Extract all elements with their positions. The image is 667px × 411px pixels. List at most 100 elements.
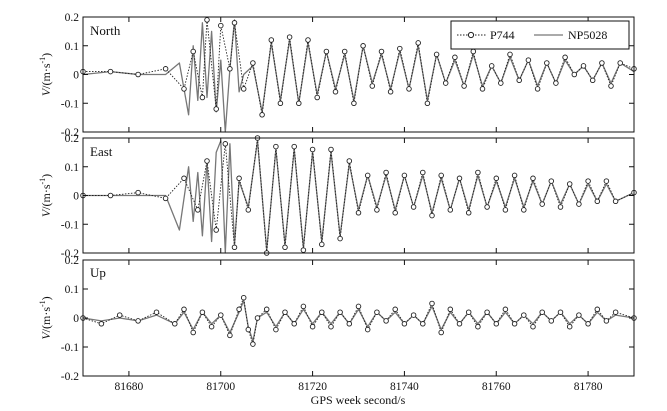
point-p744-east <box>204 158 210 164</box>
point-p744-east <box>337 235 343 242</box>
panel-east-ylabel-unit: /(m·s <box>39 184 53 210</box>
series-np5028-north-line <box>82 19 635 133</box>
y-tick-label-east: -0.2 <box>61 248 79 260</box>
svg-text:V/(m·s-1): V/(m·s-1) <box>38 296 53 339</box>
point-p744-east <box>291 143 297 150</box>
point-p744-up <box>530 323 536 330</box>
point-p744-north <box>571 71 578 78</box>
point-p744-north <box>479 86 486 92</box>
x-tick-label: 81740 <box>390 381 419 393</box>
y-tick-label-up: -0.1 <box>61 342 79 354</box>
point-p744-east <box>383 169 389 176</box>
point-p744-north <box>213 106 219 112</box>
panel-east-series <box>80 135 637 256</box>
point-p744-up <box>438 329 444 336</box>
point-p744-north <box>498 80 504 86</box>
y-tick-label-up: -0.2 <box>61 371 79 383</box>
panel-north-ylabel-symbol: V <box>39 87 53 96</box>
x-tick-label: 81700 <box>206 381 235 393</box>
point-p744-up <box>291 321 297 327</box>
point-p744-east <box>231 244 238 251</box>
panel-east-label: East <box>90 144 113 159</box>
point-p744-up <box>208 323 215 330</box>
point-p744-east <box>539 201 545 207</box>
point-p744-east <box>374 207 380 213</box>
point-p744-east <box>328 146 334 153</box>
point-p744-north <box>433 51 440 58</box>
point-p744-up <box>429 300 435 307</box>
point-p744-east <box>107 192 114 199</box>
point-p744-east <box>484 204 490 210</box>
point-p744-east <box>300 247 307 253</box>
point-p744-north <box>553 80 559 86</box>
panel-up-ylabel: V/(m·s-1) <box>38 296 53 339</box>
point-p744-up <box>539 309 545 315</box>
point-p744-east <box>511 172 518 179</box>
panel-north-series <box>80 17 637 133</box>
point-p744-up <box>328 323 334 330</box>
y-tick-label-north: 0 <box>73 70 79 82</box>
panel-north-ylabel: V/(m·s-1) <box>38 53 53 96</box>
legend: P744 NP5028 <box>450 20 630 50</box>
point-p744-east <box>612 198 619 205</box>
y-tick-label-east: 0.1 <box>65 162 80 174</box>
point-p744-north <box>296 100 302 107</box>
point-p744-north <box>415 40 421 46</box>
point-p744-east <box>603 178 610 184</box>
point-p744-north <box>424 100 431 107</box>
panel-north-label: North <box>90 23 121 38</box>
point-p744-east <box>355 210 362 216</box>
point-p744-north <box>314 94 320 101</box>
point-p744-up <box>250 341 256 347</box>
point-p744-up <box>240 294 247 301</box>
panel-up-ylabel-close: ) <box>39 296 53 300</box>
y-tick-label-north: -0.1 <box>61 98 79 110</box>
y-tick-label-north: 0.2 <box>65 12 80 24</box>
point-p744-up <box>576 312 582 318</box>
legend-p744-label: P744 <box>490 28 515 42</box>
series-np5028-east-line <box>83 140 635 254</box>
point-p744-north <box>589 77 596 84</box>
panel-up-ylabel-exponent: -1 <box>38 300 47 307</box>
point-p744-east <box>465 210 472 216</box>
point-p744-east <box>319 241 325 248</box>
y-tick-label-up: 0.1 <box>65 284 80 296</box>
panel-east-ylabel-exponent: -1 <box>38 178 47 185</box>
point-p744-up <box>227 332 233 339</box>
point-p744-up <box>548 318 555 324</box>
point-p744-north <box>227 66 233 72</box>
legend-entry-p744: P744 <box>457 28 515 42</box>
point-p744-north <box>442 80 449 86</box>
point-p744-north <box>162 66 169 72</box>
point-p744-up <box>300 303 307 310</box>
point-p744-east <box>576 201 582 207</box>
point-p744-north <box>341 48 348 55</box>
point-p744-east <box>521 207 527 213</box>
point-p744-north <box>332 89 339 95</box>
point-p744-up <box>594 306 601 313</box>
point-p744-north <box>286 34 293 40</box>
y-tick-label-up: 0.2 <box>65 255 80 267</box>
point-p744-north <box>562 54 568 61</box>
point-p744-up <box>245 326 252 333</box>
panel-north-ticks: 0.2 0.1 0 -0.1 -0.2 <box>61 12 634 139</box>
panel-up-ticks: 0.2 0.1 0 -0.1 -0.2 81680 81700 81720 81740 81760… <box>61 255 634 393</box>
y-tick-label-east: 0 <box>73 191 79 203</box>
point-p744-up <box>282 309 288 315</box>
point-p744-north <box>470 48 477 55</box>
point-p744-up <box>374 309 380 315</box>
point-p744-north <box>305 37 311 43</box>
point-p744-up <box>355 303 362 310</box>
point-p744-up <box>172 321 178 327</box>
point-p744-up <box>557 309 564 315</box>
point-p744-up <box>612 309 619 315</box>
point-p744-north <box>240 86 247 92</box>
point-p744-north <box>268 37 275 43</box>
svg-text:V/(m·s-1): V/(m·s-1) <box>38 53 53 96</box>
point-p744-up <box>153 309 160 315</box>
panel-north: 0.2 0.1 0 -0.1 -0.2 North V/(m·s-1) P744 NP5… <box>38 12 637 139</box>
point-p744-north <box>608 83 614 89</box>
point-p744-up <box>116 312 123 318</box>
